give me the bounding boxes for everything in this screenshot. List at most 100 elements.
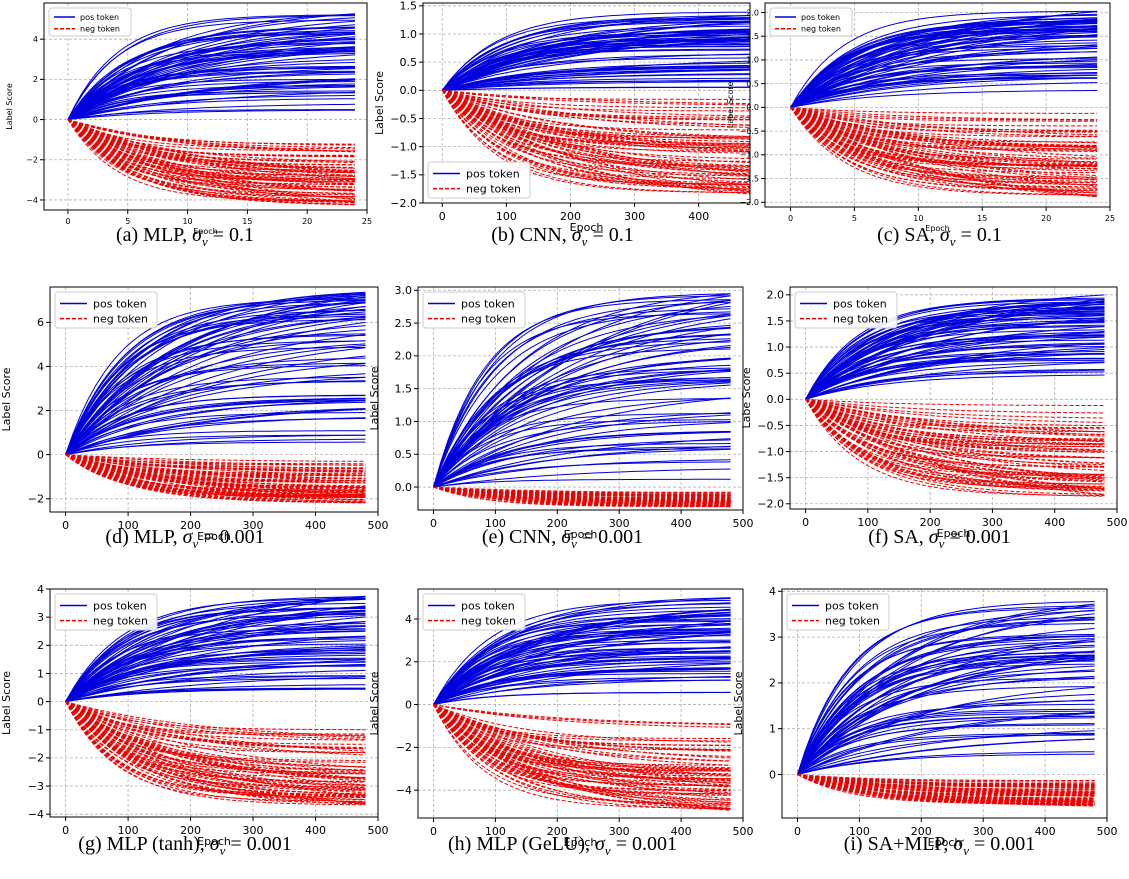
y-tick-label: 0 (405, 698, 412, 711)
pos-token-line (65, 663, 366, 703)
neg-token-line (805, 398, 1105, 414)
neg-token-line (805, 398, 1105, 479)
neg-token-line (65, 701, 366, 775)
neg-token-line (67, 119, 355, 183)
pos-token-line (442, 73, 750, 91)
y-tick-label: 2 (37, 404, 44, 417)
y-tick-label: 4 (37, 583, 44, 596)
neg-token-line (433, 704, 731, 787)
y-tick-label: 3 (769, 631, 776, 644)
x-tick-label: 5 (125, 217, 130, 226)
neg-token-line (65, 454, 366, 501)
x-axis-label: Epoch (197, 530, 231, 543)
neg-token-line (65, 701, 366, 802)
neg-token-line (797, 774, 1095, 782)
pos-token-line (67, 46, 356, 121)
y-tick-label: −2.0 (740, 198, 759, 207)
pos-token-line (65, 598, 366, 702)
y-tick-label: 1.0 (746, 56, 759, 65)
y-tick-label: 0.5 (746, 79, 759, 88)
pos-token-line (441, 57, 750, 91)
neg-token-line (790, 107, 1098, 160)
pos-token-line (433, 692, 731, 706)
x-axis-label: Epoch (197, 835, 231, 848)
neg-token-line (433, 704, 731, 790)
x-axis-label: Epoch (928, 836, 962, 849)
x-tick-label: 100 (496, 210, 517, 223)
pos-token-line (433, 615, 731, 705)
sigma-symbol: σv (561, 526, 577, 551)
y-tick-label: 4 (33, 35, 38, 44)
neg-token-line (65, 701, 366, 780)
plot-frame (417, 588, 744, 819)
y-tick-label: −1.5 (757, 472, 784, 485)
neg-token-line (441, 89, 750, 187)
pos-token-line (790, 72, 1098, 108)
neg-token-line (433, 704, 731, 795)
y-tick-label: 1.5 (767, 315, 785, 328)
x-tick-label: 100 (118, 519, 139, 532)
legend-neg-label: neg token (825, 614, 880, 627)
x-tick-label: 400 (688, 210, 709, 223)
y-tick-label: 2.0 (395, 350, 413, 363)
neg-token-line (790, 106, 1098, 147)
neg-token-line (67, 119, 356, 177)
neg-token-line (805, 399, 1105, 479)
neg-token-line (67, 119, 355, 162)
y-axis-label: Label Score (726, 82, 735, 129)
pos-token-line (805, 362, 1105, 400)
pos-token-line (67, 54, 356, 121)
pos-token-line (797, 723, 1095, 775)
pos-token-line (797, 733, 1095, 775)
neg-token-line (433, 704, 731, 811)
neg-token-line (441, 89, 750, 190)
pos-token-line (433, 459, 731, 488)
x-tick-label: 0 (65, 217, 70, 226)
neg-token-line (441, 90, 750, 190)
y-tick-label: 2.0 (746, 8, 759, 17)
legend-neg-label: neg token (93, 614, 148, 627)
neg-token-line (65, 454, 366, 490)
neg-token-line (805, 398, 1105, 433)
pos-token-line (805, 317, 1105, 400)
x-tick-label: 500 (1107, 516, 1128, 529)
pos-token-line (433, 315, 731, 488)
neg-token-line (805, 398, 1105, 475)
neg-token-line (433, 704, 731, 800)
pos-token-line (790, 44, 1098, 108)
pos-token-line (65, 299, 366, 455)
x-axis-label: Epoch (564, 528, 598, 541)
y-tick-label: −2 (28, 752, 44, 765)
pos-token-line (805, 301, 1105, 400)
neg-token-line (67, 119, 356, 198)
pos-token-line (797, 618, 1095, 775)
neg-token-line (805, 399, 1105, 491)
neg-token-line (65, 454, 366, 466)
pos-token-line (65, 333, 366, 455)
x-tick-label: 200 (547, 825, 568, 838)
x-tick-label: 500 (368, 519, 389, 532)
neg-token-line (433, 704, 731, 787)
neg-token-line (67, 119, 356, 153)
neg-token-line (442, 89, 750, 128)
neg-token-line (790, 107, 1098, 184)
pos-token-line (65, 434, 366, 456)
pos-token-line (797, 693, 1095, 775)
neg-token-line (797, 774, 1095, 794)
neg-token-line (797, 774, 1095, 783)
pos-token-line (65, 292, 366, 455)
pos-token-line (442, 38, 750, 91)
y-tick-label: −1.5 (740, 174, 759, 183)
y-tick-label: −1 (28, 724, 44, 737)
neg-token-line (67, 119, 356, 198)
neg-token-line (442, 89, 750, 105)
pos-token-line (433, 629, 731, 705)
neg-token-line (433, 704, 731, 775)
neg-token-line (790, 107, 1098, 196)
pos-token-line (65, 329, 366, 455)
pos-token-line (797, 601, 1095, 775)
pos-token-line (65, 376, 366, 455)
pos-token-line (65, 373, 366, 455)
pos-token-line (433, 370, 731, 488)
